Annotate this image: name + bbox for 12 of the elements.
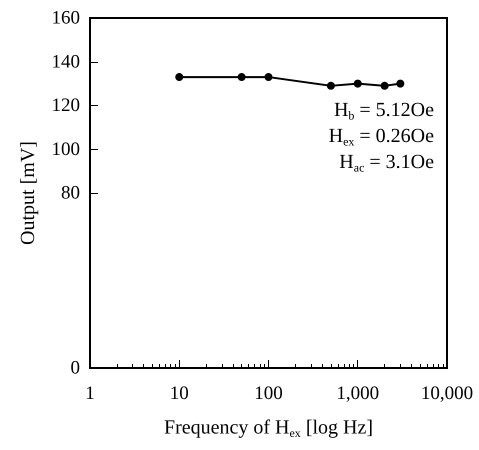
y-tick-label: 0 bbox=[70, 358, 80, 378]
y-tick-label: 160 bbox=[52, 8, 80, 28]
x-tick-label: 1,000 bbox=[336, 383, 380, 404]
y-tick-label: 80 bbox=[61, 182, 80, 204]
y-tick-label: 120 bbox=[52, 95, 80, 116]
y-axis-title: Output [mV] bbox=[17, 141, 39, 245]
x-tick-label: 100 bbox=[254, 383, 283, 404]
y-tick-label: 100 bbox=[52, 138, 80, 160]
y-tick-label: 140 bbox=[52, 51, 80, 72]
x-tick-label: 10 bbox=[170, 383, 189, 404]
x-tick-label: 10,000 bbox=[420, 383, 474, 404]
x-tick-label: 1 bbox=[85, 383, 95, 404]
